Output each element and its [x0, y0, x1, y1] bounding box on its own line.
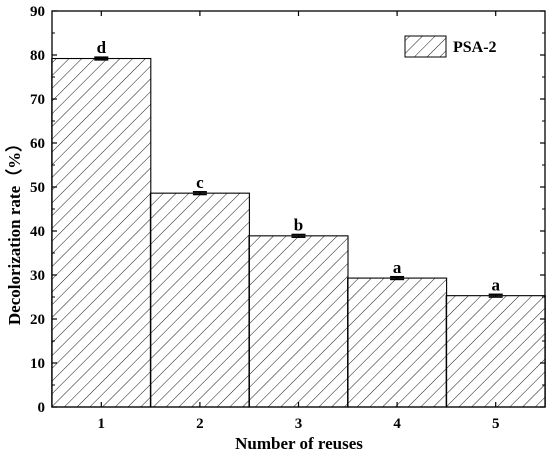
y-axis-title: Decolorization rate（%） — [4, 135, 24, 325]
x-tick-label: 5 — [492, 416, 500, 432]
y-tick-label: 40 — [30, 224, 45, 240]
legend-swatch — [404, 35, 447, 58]
significance-label: b — [294, 216, 303, 235]
y-tick-label: 90 — [30, 4, 45, 20]
legend-label: PSA-2 — [453, 39, 497, 56]
significance-label: d — [97, 38, 107, 57]
bar — [347, 277, 448, 408]
bar — [445, 295, 546, 408]
y-tick-label: 50 — [30, 180, 45, 196]
x-tick-label: 3 — [295, 416, 303, 432]
y-tick-label: 20 — [30, 312, 45, 328]
y-tick-label: 60 — [30, 136, 45, 152]
x-tick-label: 2 — [196, 416, 204, 432]
y-tick-label: 10 — [30, 356, 45, 372]
y-tick-label: 70 — [30, 92, 45, 108]
bar — [248, 235, 349, 408]
y-tick-label: 30 — [30, 268, 45, 284]
bar — [149, 192, 250, 408]
x-tick-label: 4 — [393, 416, 401, 432]
bar — [51, 57, 152, 408]
significance-label: c — [196, 173, 204, 192]
significance-label: a — [491, 275, 500, 294]
y-tick-label: 0 — [38, 400, 46, 416]
significance-label: a — [393, 258, 402, 277]
x-axis-title: Number of reuses — [235, 434, 363, 453]
x-tick-label: 1 — [98, 416, 106, 432]
y-tick-label: 80 — [30, 48, 45, 64]
